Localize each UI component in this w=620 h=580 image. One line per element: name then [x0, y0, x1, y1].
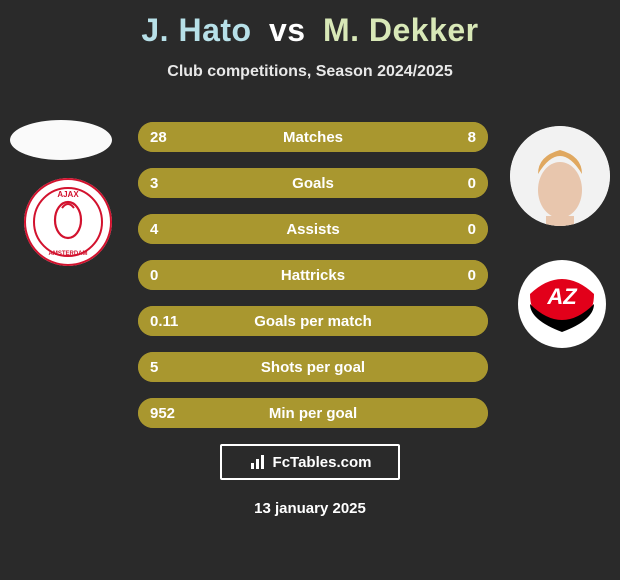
stat-row: 30Goals — [138, 168, 488, 198]
stat-label: Goals per match — [138, 306, 488, 336]
ajax-badge-icon: AJAX AMSTERDAM — [24, 178, 112, 266]
az-badge-icon: AZ — [518, 260, 606, 348]
page-title: J. Hato vs M. Dekker — [0, 0, 620, 49]
player-left-avatar — [10, 120, 112, 160]
player-right-avatar — [510, 126, 610, 226]
club-left-badge: AJAX AMSTERDAM — [24, 178, 112, 266]
stat-label: Goals — [138, 168, 488, 198]
chart-icon — [249, 453, 267, 471]
stat-label: Assists — [138, 214, 488, 244]
player-right-name: M. Dekker — [323, 12, 479, 48]
svg-text:AJAX: AJAX — [57, 190, 79, 199]
svg-text:AZ: AZ — [546, 284, 578, 309]
stat-row: 00Hattricks — [138, 260, 488, 290]
stat-row: 288Matches — [138, 122, 488, 152]
club-right-badge: AZ — [518, 260, 606, 348]
title-sep: vs — [269, 12, 306, 48]
brand-text: FcTables.com — [273, 454, 372, 471]
stat-row: 952Min per goal — [138, 398, 488, 428]
comparison-bars: 288Matches 30Goals 40Assists 00Hattricks 0.1… — [138, 122, 488, 444]
svg-text:AMSTERDAM: AMSTERDAM — [49, 251, 88, 257]
stat-row: 40Assists — [138, 214, 488, 244]
stat-row: 5Shots per goal — [138, 352, 488, 382]
face-icon — [510, 126, 610, 226]
brand-box[interactable]: FcTables.com — [220, 444, 400, 480]
stat-label: Hattricks — [138, 260, 488, 290]
subtitle: Club competitions, Season 2024/2025 — [0, 63, 620, 81]
stat-row: 0.11Goals per match — [138, 306, 488, 336]
stat-label: Shots per goal — [138, 352, 488, 382]
player-left-name: J. Hato — [141, 12, 251, 48]
stat-label: Min per goal — [138, 398, 488, 428]
stat-label: Matches — [138, 122, 488, 152]
date-text: 13 january 2025 — [0, 500, 620, 517]
